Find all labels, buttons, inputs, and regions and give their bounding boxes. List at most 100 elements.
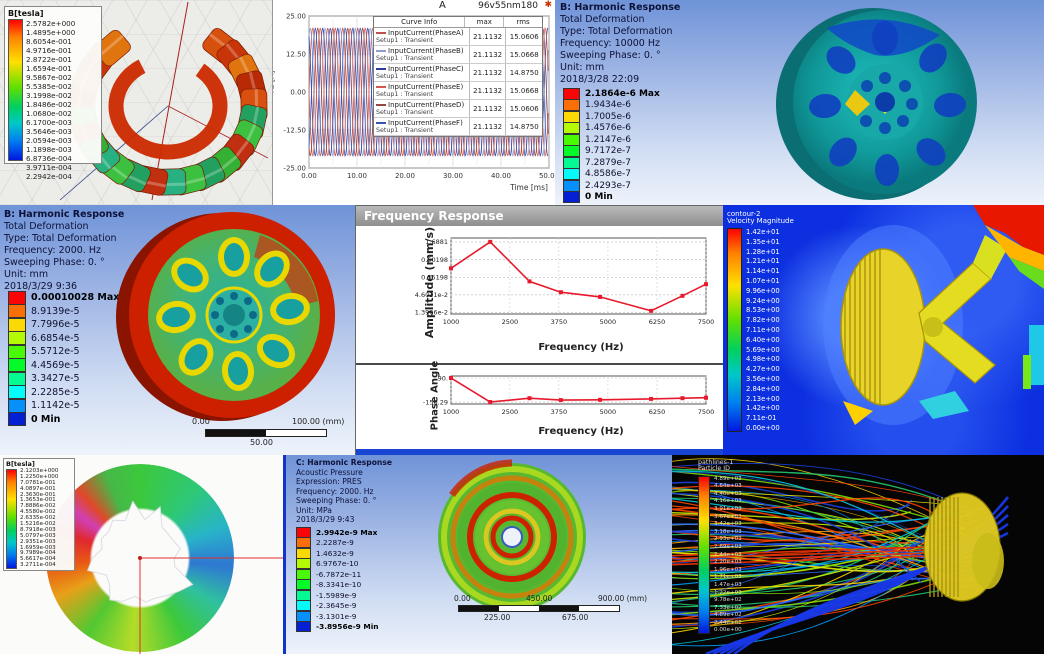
legend-value: -3.8956e-9 Min (316, 622, 379, 632)
legend-value: 7.33e+02 (714, 604, 742, 611)
info-line: Frequency: 2000. Hz (4, 245, 101, 256)
legend-value: 1.6959e-003 (20, 544, 56, 551)
legend-color-chip (296, 621, 311, 633)
legend-value: 7.0781e-001 (20, 479, 56, 486)
curve-table-row: InputCurrent(PhaseD) Setup1 : Transient … (374, 100, 542, 118)
legend-row: 4.4569e-5 (8, 358, 119, 373)
legend-color-chip (8, 371, 26, 386)
svg-text:12.50: 12.50 (286, 51, 306, 59)
svg-text:50.00: 50.00 (539, 172, 556, 180)
legend-value: 4.4569e-5 (31, 359, 80, 371)
svg-text:1000: 1000 (443, 408, 460, 416)
legend-value: 3.56e+00 (746, 374, 780, 383)
particle-legend: pathlines-1 Particle ID 4.89e+03 4.64e+03 4… (698, 459, 742, 634)
legend-value: -8.3341e-10 (316, 580, 362, 590)
legend-value: 4.9716e-001 (26, 46, 72, 55)
legend-color-chip (296, 547, 311, 559)
col-rms: rms (516, 18, 530, 26)
color-scale-bar (6, 469, 17, 569)
legend-value: 9.5867e-002 (26, 73, 72, 82)
color-scale-bar (8, 19, 23, 161)
legend-value: 8.53e+00 (746, 306, 780, 315)
legend-value: 9.7989e-004 (20, 550, 56, 557)
series-rms: 15.0668 (509, 50, 539, 59)
curve-info-table: Curve Info max rms InputCurrent(PhaseA) … (373, 16, 543, 137)
legend-value: 1.8486e-002 (26, 100, 72, 109)
series-color-dash (376, 122, 386, 124)
legend-value: 3.5646e-003 (26, 127, 72, 136)
legend-row: 1.7005e-6 (563, 110, 660, 123)
legend-row: -3.1301e-9 (296, 610, 379, 622)
info-line: B: Harmonic Response (560, 2, 681, 13)
legend-color-chip (563, 156, 580, 169)
legend-value: 4.98e+00 (746, 355, 780, 364)
svg-text:3750: 3750 (551, 318, 568, 326)
legend-value: 7.82e+00 (746, 316, 780, 325)
legend-value: 1.96e+03 (714, 566, 742, 573)
info-line: C: Harmonic Response (296, 458, 393, 467)
svg-text:5000: 5000 (600, 408, 617, 416)
legend-value: 2.2942e-004 (26, 172, 72, 181)
scale-q3: 675.00 (562, 613, 589, 622)
legend-value: 1.71e+03 (714, 574, 742, 581)
legend-value: 1.7005e-6 (585, 111, 632, 122)
frequency-response-window: Frequency Response Amplitude (mm/s) 1.68… (355, 205, 725, 457)
scale-segment (539, 606, 579, 611)
legend-value: 1.42e+01 (746, 228, 780, 236)
svg-text:3750: 3750 (551, 408, 568, 416)
window-title-bar[interactable]: Frequency Response (356, 206, 724, 226)
legend-value: 3.2711e-004 (20, 562, 56, 569)
info-line: Sweeping Phase: 0. ° (560, 50, 661, 61)
wheel-deformation-figure (776, 8, 977, 200)
cfd-contour-figure (823, 205, 1044, 425)
legend-value: 1.4632e-9 (316, 548, 354, 558)
svg-text:20.00: 20.00 (395, 172, 415, 180)
info-line: Sweeping Phase: 0. ° (296, 496, 377, 505)
svg-text:0.50198: 0.50198 (421, 256, 448, 264)
color-scale-bar (698, 475, 710, 634)
svg-text:40.00: 40.00 (491, 172, 511, 180)
legend-value: 7.7996e-5 (31, 319, 80, 331)
series-setup: Setup1 : Transient (376, 55, 434, 62)
legend-value: -3.1301e-9 (316, 611, 357, 621)
legend-value: 7.8886e-002 (20, 503, 56, 510)
legend-row: -6.7872e-11 (296, 568, 379, 580)
svg-text:1000: 1000 (443, 318, 460, 326)
info-line: Frequency: 10000 Hz (560, 38, 660, 49)
legend-color-chip (563, 133, 580, 146)
series-rms: 15.0606 (509, 104, 539, 113)
legend-value: 2.69e+03 (714, 543, 742, 550)
legend-color-chip (8, 304, 26, 319)
legend-value: 4.40e+03 (714, 490, 742, 497)
legend-value: 5.5385e-002 (26, 82, 72, 91)
phase-x-label: Frequency (Hz) (538, 426, 624, 437)
panel-harmonic-10000: B: Harmonic Response Total Deformation Typ… (555, 0, 1044, 205)
svg-text:90.: 90. (438, 374, 448, 382)
legend-row: 5.5712e-5 (8, 344, 119, 359)
legend-row: 2.9942e-9 Max (296, 526, 379, 538)
legend-value: 2.44e+03 (714, 551, 742, 558)
info-line: Total Deformation (4, 221, 89, 232)
legend-color-chip (563, 122, 580, 135)
pressure-legend: 2.9942e-9 Max 2.2287e-9 1.4632e-9 6.9767… (296, 526, 379, 633)
info-line: 2018/3/28 22:09 (560, 74, 640, 85)
scale-segment (206, 430, 266, 436)
legend-color-chip (563, 110, 580, 123)
legend-value: 4.5580e-002 (20, 509, 56, 516)
info-line: Sweeping Phase: 0. ° (4, 257, 105, 268)
legend-title: B[tesla] (8, 9, 44, 18)
legend-value: 8.9139e-5 (31, 305, 80, 317)
info-line: 2018/3/29 9:43 (296, 515, 355, 524)
legend-row: 1.9434e-6 (563, 99, 660, 112)
window-bottom-border (356, 449, 724, 456)
series-color-dash (376, 68, 386, 70)
legend-value: 1.4576e-6 (585, 123, 632, 134)
legend-value: 6.1700e-003 (26, 118, 72, 127)
curve-table-row: InputCurrent(PhaseC) Setup1 : Transient … (374, 64, 542, 82)
b-field-legend: B[tesla] 2.1203e+000 1.2250e+000 7.0781e-0… (3, 458, 75, 571)
legend-color-chip (296, 526, 311, 538)
legend-title-line: Velocity Magnitude (727, 217, 794, 225)
legend-value: 2.44e+02 (714, 619, 742, 626)
legend-value: 5.6617e-004 (20, 556, 56, 563)
